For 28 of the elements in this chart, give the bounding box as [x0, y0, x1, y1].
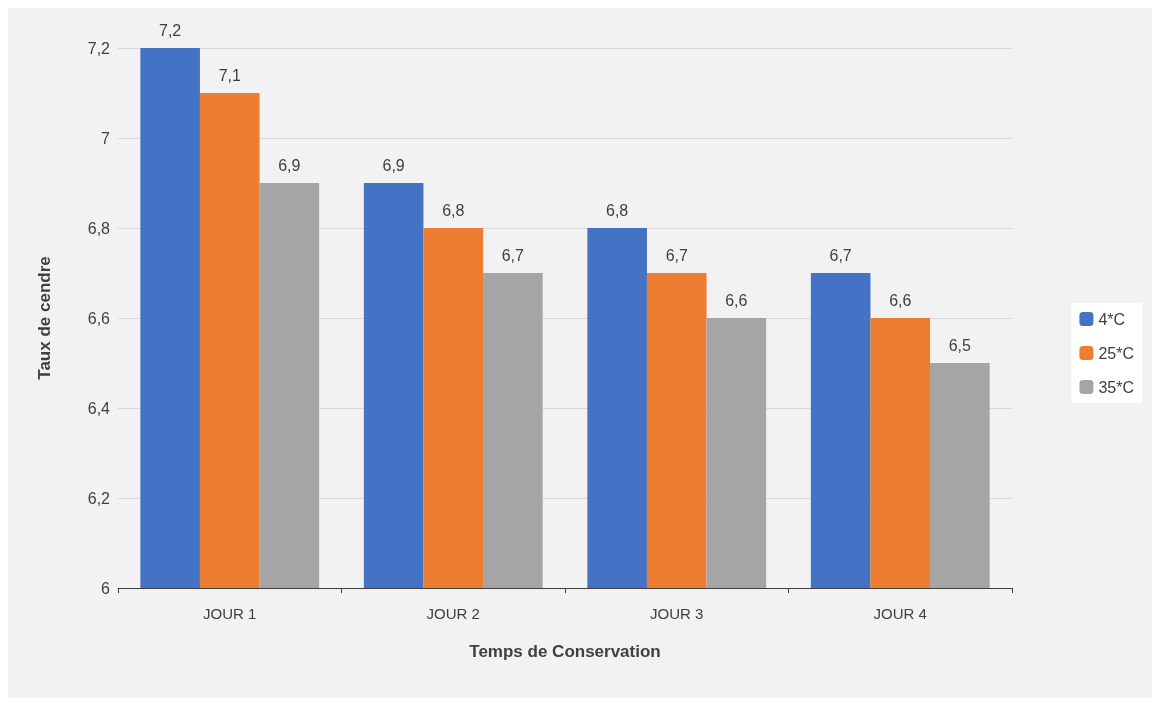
- x-tick-label: JOUR 2: [426, 605, 480, 622]
- data-label: 6,9: [278, 156, 301, 174]
- x-tick-label: JOUR 1: [203, 605, 257, 622]
- y-tick-label: 7: [101, 129, 111, 147]
- data-label: 6,9: [382, 156, 405, 174]
- data-label: 6,6: [725, 291, 748, 309]
- y-tick-label: 6,6: [87, 309, 111, 327]
- data-label: 6,8: [442, 201, 465, 219]
- y-axis-title: Taux de cendre: [35, 256, 54, 380]
- data-label: 6,5: [948, 336, 972, 354]
- y-tick-label: 6,2: [87, 489, 111, 507]
- y-tick-label: 6: [101, 579, 111, 597]
- data-label: 7,2: [159, 21, 182, 39]
- data-label: 6,7: [501, 246, 525, 264]
- data-label: 7,1: [218, 66, 241, 84]
- data-label: 6,8: [606, 201, 629, 219]
- data-label: 6,7: [829, 246, 852, 264]
- legend-label: 25*C: [1098, 344, 1134, 362]
- x-tick-label: JOUR 3: [650, 605, 704, 622]
- x-tick-label: JOUR 4: [873, 605, 927, 622]
- x-axis-title: Temps de Conservation: [469, 642, 661, 661]
- y-tick-label: 6,4: [87, 399, 111, 417]
- y-tick-label: 6,8: [87, 219, 111, 237]
- y-tick-label: 7,2: [87, 39, 111, 57]
- legend-label: 4*C: [1098, 310, 1126, 328]
- data-label: 6,7: [665, 246, 688, 264]
- data-label: 6,6: [889, 291, 912, 309]
- legend-label: 35*C: [1098, 378, 1134, 396]
